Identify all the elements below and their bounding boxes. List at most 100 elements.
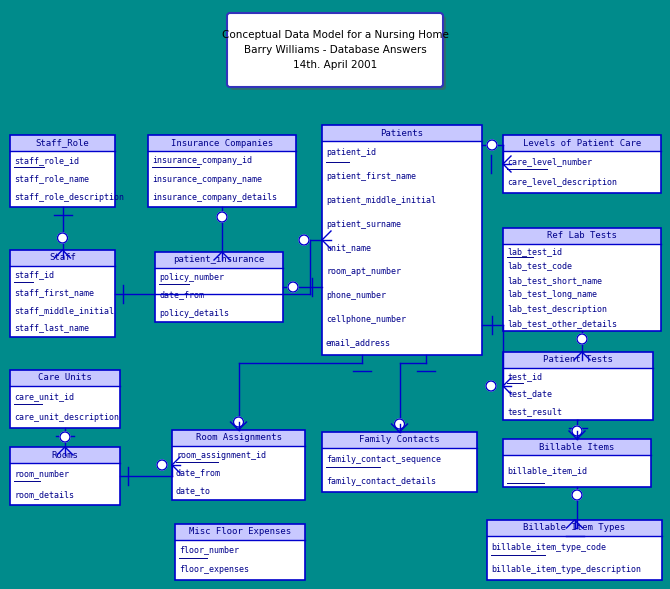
Circle shape xyxy=(288,282,298,292)
Bar xyxy=(503,135,661,193)
Text: patient_id: patient_id xyxy=(326,148,376,157)
Text: Insurance Companies: Insurance Companies xyxy=(171,138,273,147)
Text: family_contact_sequence: family_contact_sequence xyxy=(326,455,441,464)
Text: floor_expenses: floor_expenses xyxy=(179,565,249,574)
Text: email_address: email_address xyxy=(326,339,391,348)
FancyBboxPatch shape xyxy=(227,13,443,87)
Text: Care Units: Care Units xyxy=(38,373,92,382)
Bar xyxy=(322,432,477,448)
Circle shape xyxy=(299,235,309,245)
Bar xyxy=(172,430,305,500)
Text: insurance_company_details: insurance_company_details xyxy=(152,193,277,202)
Bar xyxy=(148,135,296,207)
Bar xyxy=(155,252,283,322)
Text: Room Assignments: Room Assignments xyxy=(196,434,281,442)
Text: test_result: test_result xyxy=(507,407,562,416)
Text: policy_details: policy_details xyxy=(159,309,229,317)
Bar xyxy=(487,520,662,536)
Text: Levels of Patient Care: Levels of Patient Care xyxy=(523,138,641,147)
Text: Staff: Staff xyxy=(49,253,76,263)
Text: care_unit_id: care_unit_id xyxy=(14,392,74,401)
Text: patient_first_name: patient_first_name xyxy=(326,172,416,181)
Circle shape xyxy=(58,233,68,243)
Bar xyxy=(10,370,120,428)
Circle shape xyxy=(60,432,70,442)
Bar xyxy=(503,244,661,331)
Text: Patients: Patients xyxy=(381,128,423,137)
Bar xyxy=(10,447,120,505)
Text: patient_surname: patient_surname xyxy=(326,220,401,229)
Text: Conceptual Data Model for a Nursing Home
Barry Williams - Database Answers
14th.: Conceptual Data Model for a Nursing Home… xyxy=(222,30,448,70)
Text: lab_test_description: lab_test_description xyxy=(507,305,607,314)
Text: Misc Floor Expenses: Misc Floor Expenses xyxy=(189,528,291,537)
Circle shape xyxy=(217,212,227,222)
Bar xyxy=(10,463,120,505)
Text: billable_item_type_description: billable_item_type_description xyxy=(491,564,641,574)
Bar xyxy=(503,439,651,455)
Text: lab_test_id: lab_test_id xyxy=(507,247,562,256)
Text: lab_test_short_name: lab_test_short_name xyxy=(507,276,602,284)
Text: Billable Item Types: Billable Item Types xyxy=(523,524,626,532)
Bar xyxy=(503,352,653,420)
Text: staff_role_name: staff_role_name xyxy=(14,174,89,184)
Text: Rooms: Rooms xyxy=(52,451,78,459)
Bar xyxy=(10,250,115,337)
Circle shape xyxy=(577,334,587,344)
Circle shape xyxy=(157,460,167,470)
Text: test_id: test_id xyxy=(507,372,542,381)
Bar xyxy=(10,151,115,207)
Bar xyxy=(10,135,115,151)
Bar xyxy=(503,228,661,331)
Text: room_number: room_number xyxy=(14,469,69,478)
Text: unit_name: unit_name xyxy=(326,243,371,253)
Bar xyxy=(10,386,120,428)
Bar xyxy=(322,125,482,355)
Circle shape xyxy=(572,426,582,436)
Text: insurance_company_id: insurance_company_id xyxy=(152,156,252,165)
Text: lab_test_code: lab_test_code xyxy=(507,262,572,270)
Bar xyxy=(155,268,283,322)
Text: family_contact_details: family_contact_details xyxy=(326,477,436,485)
Text: date_from: date_from xyxy=(176,468,221,478)
Bar xyxy=(175,524,305,540)
Text: room_details: room_details xyxy=(14,490,74,499)
Bar xyxy=(172,430,305,446)
Bar xyxy=(175,540,305,580)
Text: room_assignment_id: room_assignment_id xyxy=(176,451,266,459)
Bar xyxy=(322,432,477,492)
Text: cellphone_number: cellphone_number xyxy=(326,315,406,324)
Bar xyxy=(503,135,661,151)
FancyBboxPatch shape xyxy=(230,16,446,90)
Circle shape xyxy=(234,417,243,427)
Text: phone_number: phone_number xyxy=(326,291,386,300)
Bar xyxy=(10,370,120,386)
Text: staff_last_name: staff_last_name xyxy=(14,323,89,333)
Bar xyxy=(322,448,477,492)
Text: lab_test_other_details: lab_test_other_details xyxy=(507,319,617,328)
Text: date_to: date_to xyxy=(176,487,211,495)
Bar xyxy=(503,352,653,368)
Text: staff_middle_initial: staff_middle_initial xyxy=(14,306,114,315)
Circle shape xyxy=(486,381,496,391)
Text: Billable Items: Billable Items xyxy=(539,442,614,452)
Bar xyxy=(175,524,305,580)
Text: Family Contacts: Family Contacts xyxy=(359,435,440,445)
Text: lab_test_long_name: lab_test_long_name xyxy=(507,290,597,299)
Bar xyxy=(487,520,662,580)
Bar xyxy=(503,439,651,487)
Bar xyxy=(10,250,115,266)
Text: patient_insurance: patient_insurance xyxy=(174,256,265,264)
Bar xyxy=(10,266,115,337)
Bar xyxy=(503,228,661,244)
Bar xyxy=(148,135,296,151)
Text: room_apt_number: room_apt_number xyxy=(326,267,401,276)
Text: billable_item_type_code: billable_item_type_code xyxy=(491,542,606,551)
Text: care_level_number: care_level_number xyxy=(507,157,592,166)
Circle shape xyxy=(572,490,582,500)
Text: date_from: date_from xyxy=(159,290,204,299)
Bar xyxy=(148,151,296,207)
Text: Ref Lab Tests: Ref Lab Tests xyxy=(547,231,617,240)
Text: care_unit_description: care_unit_description xyxy=(14,413,119,422)
Text: insurance_company_name: insurance_company_name xyxy=(152,174,262,184)
Text: staff_role_id: staff_role_id xyxy=(14,156,79,165)
